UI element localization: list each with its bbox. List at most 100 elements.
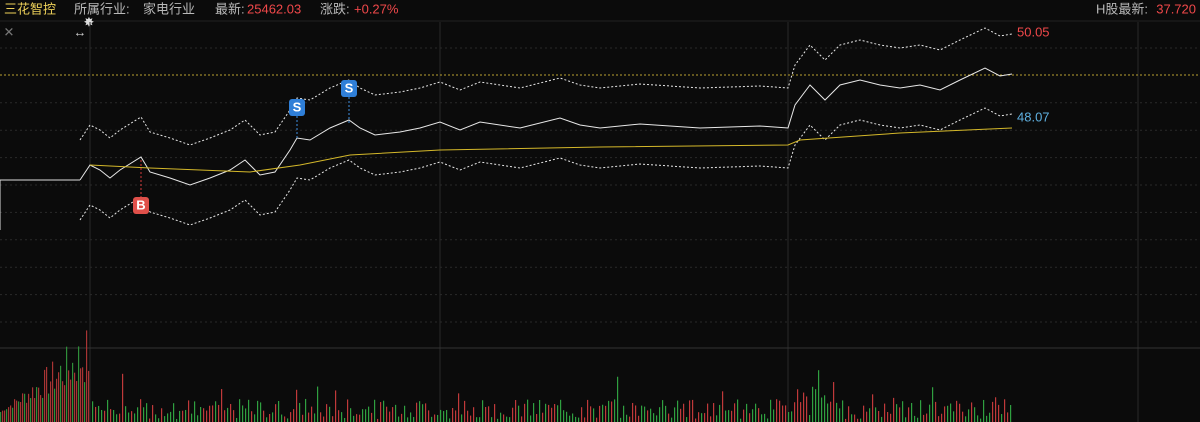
volume-bar xyxy=(488,406,490,422)
volume-bar xyxy=(836,402,838,422)
volume-bar xyxy=(491,417,493,422)
volume-bar xyxy=(764,413,766,422)
volume-bar xyxy=(86,330,88,422)
volume-bar xyxy=(48,393,50,422)
volume-bar xyxy=(125,406,127,422)
volume-bar xyxy=(881,416,883,422)
volume-bar xyxy=(16,400,18,422)
volume-bar xyxy=(854,414,856,422)
volume-bar xyxy=(377,418,379,422)
volume-bar xyxy=(398,416,400,422)
volume-bar xyxy=(800,402,802,422)
volume-bar xyxy=(857,418,859,422)
volume-bar xyxy=(314,413,316,422)
volume-bar xyxy=(245,408,247,422)
volume-bar xyxy=(824,395,826,422)
volume-bar xyxy=(815,389,817,422)
volume-bar xyxy=(2,410,4,422)
volume-bar xyxy=(890,413,892,422)
sell-marker[interactable] xyxy=(341,80,357,97)
volume-bar xyxy=(812,386,814,422)
sell-marker-label: S xyxy=(345,80,354,95)
volume-bar xyxy=(167,413,169,422)
volume-bar xyxy=(293,409,295,422)
volume-bar xyxy=(533,403,535,422)
volume-bar xyxy=(581,407,583,422)
expand-icon[interactable]: ↔ xyxy=(74,24,87,39)
volume-bar xyxy=(107,399,109,422)
volume-bar xyxy=(983,399,985,422)
volume-bar xyxy=(6,409,8,422)
volume-bar xyxy=(797,389,799,422)
volume-bar xyxy=(686,417,688,422)
volume-bar xyxy=(278,400,280,422)
volume-bar xyxy=(782,405,784,422)
volume-bar xyxy=(260,402,262,422)
volume-bar xyxy=(80,368,82,422)
volume-bar xyxy=(461,414,463,422)
volume-bar xyxy=(290,412,292,422)
volume-bar xyxy=(54,388,56,422)
volume-bar xyxy=(371,412,373,422)
volume-bar xyxy=(743,409,745,422)
close-icon[interactable]: ✕ xyxy=(4,24,15,39)
volume-bar xyxy=(629,416,631,422)
volume-bar xyxy=(437,414,439,422)
volume-bar xyxy=(14,399,16,422)
volume-bar xyxy=(338,410,340,422)
volume-bar xyxy=(38,387,40,422)
volume-bar xyxy=(161,408,163,422)
volume-bar xyxy=(692,399,694,422)
volume-bar xyxy=(578,417,580,422)
volume-bar xyxy=(434,414,436,422)
volume-bar xyxy=(911,402,913,422)
volume-bar xyxy=(443,411,445,422)
volume-bar xyxy=(359,414,361,422)
volume-bar xyxy=(893,397,895,422)
volume-bar xyxy=(446,409,448,422)
volume-bar xyxy=(28,393,30,422)
volume-bar xyxy=(116,414,118,422)
volume-bar xyxy=(500,412,502,422)
volume-bar xyxy=(821,397,823,422)
volume-bar xyxy=(284,416,286,422)
sell-marker-label: S xyxy=(293,99,302,114)
volume-bar xyxy=(644,406,646,422)
volume-bar xyxy=(287,418,289,422)
volume-bar xyxy=(140,399,142,422)
volume-bar xyxy=(40,395,42,422)
volume-bar xyxy=(302,414,304,422)
volume-bar xyxy=(84,382,86,422)
volume-bar xyxy=(938,416,940,422)
volume-bar xyxy=(452,408,454,422)
volume-bar xyxy=(794,402,796,422)
volume-bar xyxy=(602,404,604,422)
volume-bar xyxy=(42,397,44,422)
volume-bar xyxy=(431,416,433,422)
volume-bar xyxy=(275,404,277,422)
volume-bar xyxy=(779,400,781,422)
volume-bar xyxy=(536,414,538,422)
volume-bar xyxy=(950,403,952,422)
volume-bar xyxy=(848,406,850,422)
volume-bar xyxy=(593,408,595,422)
volume-bar xyxy=(860,418,862,422)
buy-marker[interactable] xyxy=(133,197,149,214)
volume-bar xyxy=(626,414,628,422)
volume-bar xyxy=(470,415,472,422)
volume-bar xyxy=(539,400,541,422)
volume-bar xyxy=(527,399,529,422)
volume-bar xyxy=(341,412,343,422)
volume-bar xyxy=(878,410,880,422)
volume-bar xyxy=(52,361,54,422)
volume-bar xyxy=(143,407,145,422)
volume-bar xyxy=(455,410,457,422)
volume-bar xyxy=(671,417,673,422)
sell-marker[interactable] xyxy=(289,99,305,116)
volume-bar xyxy=(1004,399,1006,422)
volume-bar xyxy=(806,396,808,422)
volume-bar xyxy=(704,413,706,422)
volume-bar xyxy=(440,409,442,422)
volume-bar xyxy=(20,402,22,422)
volume-bar xyxy=(200,406,202,422)
